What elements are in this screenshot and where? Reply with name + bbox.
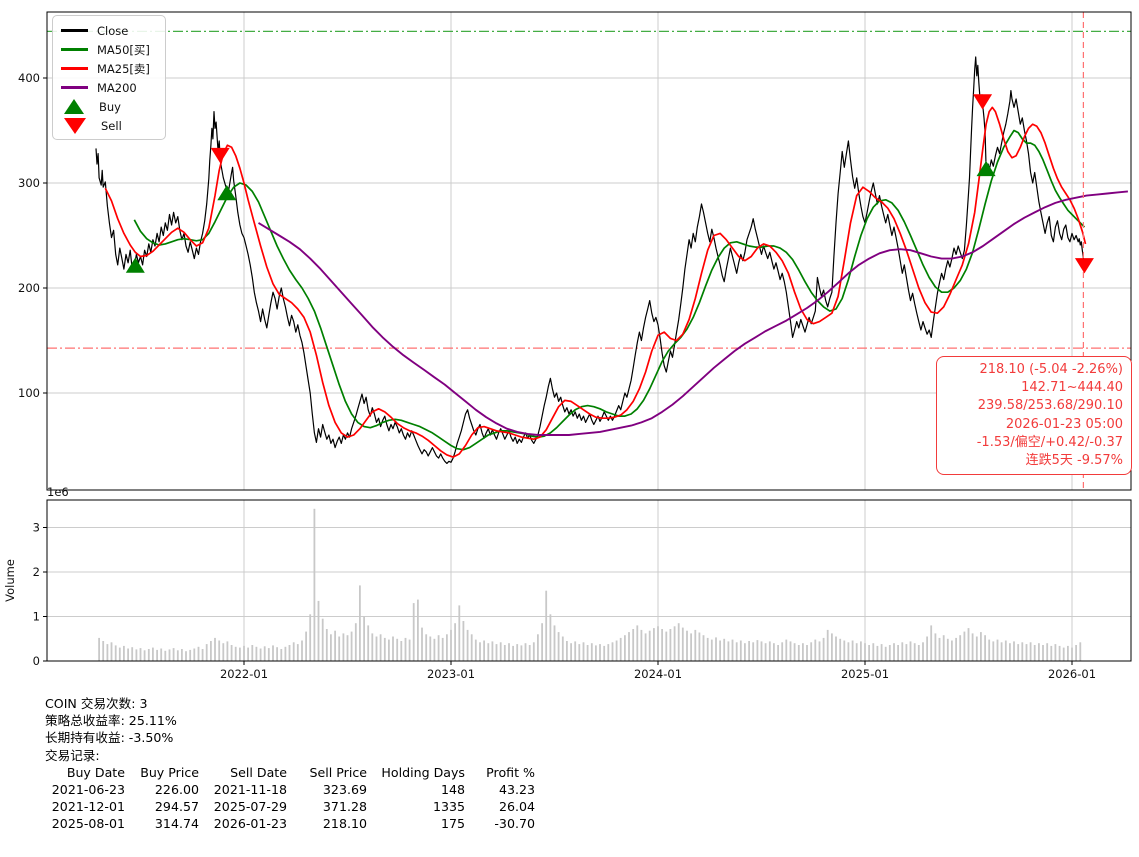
cell: 218.10 — [322, 816, 367, 832]
annotation-datetime: 2026-01-23 05:00 — [1005, 416, 1123, 432]
svg-text:2024-01: 2024-01 — [634, 667, 682, 681]
cell: 2021-06-23 — [51, 782, 125, 798]
annotation-range: 142.71~444.40 — [1021, 380, 1123, 396]
legend-label: MA25[卖] — [97, 61, 150, 76]
cell: 26.04 — [498, 799, 535, 815]
col-holding-days: Holding Days — [381, 764, 465, 780]
trade-table-header: Buy Date Buy Price Sell Date Sell Price … — [45, 764, 535, 781]
sell-triangle-icon — [64, 117, 86, 134]
stat-strategy-return: 策略总收益率: 25.11% — [45, 713, 177, 729]
legend-label: MA50[买] — [97, 42, 150, 57]
summary-stats: COIN 交易次数: 3 策略总收益率: 25.11% 长期持有收益: -3.5… — [45, 695, 535, 833]
trade-row: 2025-08-01 314.74 2026-01-23 218.10 175 … — [45, 815, 535, 832]
svg-text:400: 400 — [18, 71, 40, 85]
svg-text:200: 200 — [18, 281, 40, 295]
legend-label: MA200 — [97, 80, 137, 95]
cell: 314.74 — [154, 816, 199, 832]
cell: 323.69 — [322, 782, 367, 798]
svg-text:2026-01: 2026-01 — [1048, 667, 1096, 681]
annotation-ma-values: 239.58/253.68/290.10 — [977, 398, 1123, 414]
buy-triangle-icon — [64, 99, 84, 114]
svg-text:100: 100 — [18, 386, 40, 400]
range-hlines — [47, 30, 1131, 349]
cell: 294.57 — [154, 799, 199, 815]
price-series-lines — [95, 56, 1128, 464]
col-profit: Profit % — [486, 764, 535, 780]
col-sell-price: Sell Price — [309, 764, 367, 780]
legend-item-sell: Sell — [61, 116, 157, 135]
cell: 2021-12-01 — [51, 799, 125, 815]
trade-row: 2021-12-01 294.57 2025-07-29 371.28 1335… — [45, 798, 535, 815]
cell: 175 — [440, 816, 465, 832]
legend-label: Close — [97, 23, 129, 38]
stat-trade-count: COIN 交易次数: 3 — [45, 696, 148, 711]
svg-text:300: 300 — [18, 176, 40, 190]
cell: 2025-07-29 — [213, 799, 287, 815]
volume-bars — [98, 508, 1082, 662]
svg-text:2023-01: 2023-01 — [427, 667, 475, 681]
ma25-line-swatch — [61, 67, 88, 70]
legend-item-close: Close — [61, 21, 157, 40]
annotation-box: 218.10 (-5.04 -2.26%) 142.71~444.40 239.… — [936, 356, 1132, 476]
legend-item-ma50: MA50[买] — [61, 40, 157, 59]
annotation-price-change: 218.10 (-5.04 -2.26%) — [979, 362, 1123, 377]
legend-item-ma200: MA200 — [61, 78, 157, 97]
cell: 2026-01-23 — [213, 816, 287, 832]
price-volume-chart: 100 200 300 400 0 1 2 3 2022-01 2023-01 2024-01 202… — [3, 11, 1132, 681]
svg-text:2025-01: 2025-01 — [841, 667, 889, 681]
cell: 1335 — [432, 799, 465, 815]
close-line-swatch — [61, 29, 88, 32]
svg-text:2: 2 — [33, 565, 40, 579]
svg-text:3: 3 — [33, 521, 40, 535]
trade-row: 2021-06-23 226.00 2021-11-18 323.69 148 … — [45, 781, 535, 798]
annotation-streak: 连跌5天 -9.57% — [1025, 453, 1123, 469]
annotation-indicators: -1.53/偏空/+0.42/-0.37 — [976, 434, 1123, 450]
stat-hold-return: 长期持有收益: -3.50% — [45, 730, 174, 746]
gridlines — [47, 12, 1131, 661]
cell: 2025-08-01 — [51, 816, 125, 832]
legend-item-ma25: MA25[卖] — [61, 59, 157, 78]
svg-text:1: 1 — [33, 610, 40, 624]
ma50-line-swatch — [61, 48, 88, 51]
cell: -30.70 — [494, 816, 535, 832]
axis-ticks-labels: 100 200 300 400 0 1 2 3 2022-01 2023-01 2024-01 202… — [3, 71, 1096, 681]
legend-label: Buy — [99, 99, 121, 114]
col-buy-price: Buy Price — [140, 764, 199, 780]
svg-text:2022-01: 2022-01 — [220, 667, 268, 681]
ma200-line-swatch — [61, 86, 88, 89]
svg-text:Volume: Volume — [3, 559, 17, 602]
legend-label: Sell — [101, 118, 122, 133]
svg-text:0: 0 — [33, 654, 40, 668]
trade-log-title: 交易记录: — [45, 747, 100, 763]
cell: 371.28 — [322, 799, 367, 815]
cell: 226.00 — [154, 782, 199, 798]
col-buy-date: Buy Date — [66, 764, 125, 780]
col-sell-date: Sell Date — [230, 764, 287, 780]
legend: Close MA50[买] MA25[卖] MA200 Buy Sell — [52, 15, 166, 140]
cell: 43.23 — [498, 782, 535, 798]
legend-item-buy: Buy — [61, 97, 157, 116]
cell: 148 — [440, 782, 465, 798]
cell: 2021-11-18 — [213, 782, 287, 798]
svg-text:1e6: 1e6 — [47, 485, 69, 499]
panel-frames — [46, 11, 1132, 662]
buy-sell-markers — [125, 94, 1094, 274]
